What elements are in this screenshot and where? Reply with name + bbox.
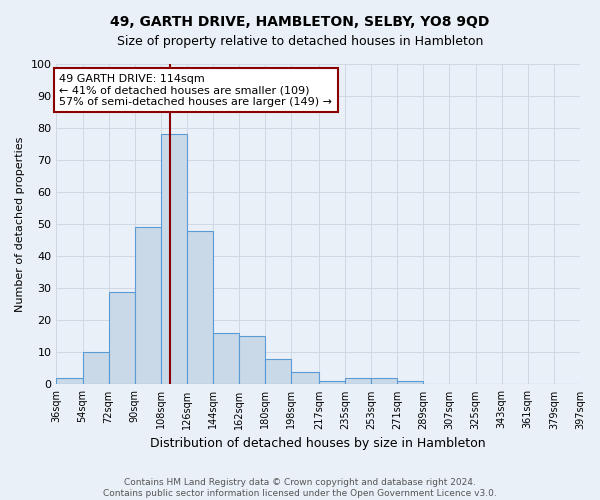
Bar xyxy=(345,378,371,384)
X-axis label: Distribution of detached houses by size in Hambleton: Distribution of detached houses by size … xyxy=(151,437,486,450)
Bar xyxy=(187,230,213,384)
Bar xyxy=(135,228,161,384)
Bar xyxy=(239,336,265,384)
Text: 49 GARTH DRIVE: 114sqm
← 41% of detached houses are smaller (109)
57% of semi-de: 49 GARTH DRIVE: 114sqm ← 41% of detached… xyxy=(59,74,332,107)
Bar xyxy=(161,134,187,384)
Bar xyxy=(83,352,109,384)
Text: Contains HM Land Registry data © Crown copyright and database right 2024.
Contai: Contains HM Land Registry data © Crown c… xyxy=(103,478,497,498)
Bar xyxy=(109,292,135,384)
Bar xyxy=(213,333,239,384)
Bar xyxy=(56,378,83,384)
Y-axis label: Number of detached properties: Number of detached properties xyxy=(15,136,25,312)
Bar xyxy=(397,381,424,384)
Text: 49, GARTH DRIVE, HAMBLETON, SELBY, YO8 9QD: 49, GARTH DRIVE, HAMBLETON, SELBY, YO8 9… xyxy=(110,15,490,29)
Bar xyxy=(292,372,319,384)
Text: Size of property relative to detached houses in Hambleton: Size of property relative to detached ho… xyxy=(117,35,483,48)
Bar xyxy=(371,378,397,384)
Bar xyxy=(319,381,345,384)
Bar xyxy=(265,359,292,384)
